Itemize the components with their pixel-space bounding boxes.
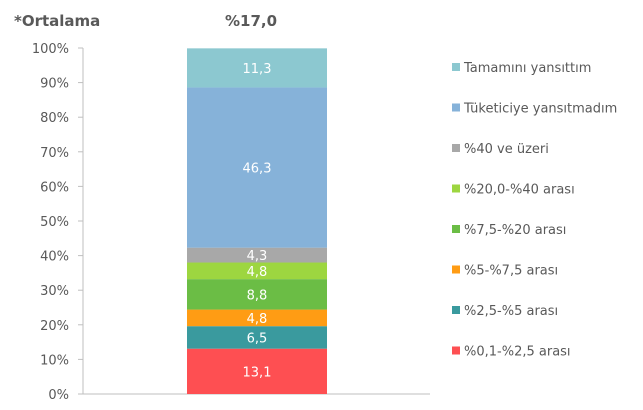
y-tick-label: 40% [40,250,69,265]
data-label: 4,8 [247,265,268,280]
legend-entry: Tamamını yansıttım [463,61,591,76]
bar-segment [187,87,327,248]
legend-swatch [452,306,460,314]
legend-swatch [452,346,460,355]
data-label: 11,3 [243,62,272,77]
bar-segment [187,48,327,88]
bar-segment [187,262,327,280]
bar-segment [187,247,327,263]
legend-entry: Tüketiciye yansıtmadım [463,102,617,117]
bar-segment [187,309,327,327]
data-label: 46,3 [243,162,272,177]
data-label: 13,1 [243,365,272,380]
average-value: %17,0 [225,12,278,30]
data-label: 4,3 [247,249,268,264]
y-tick-label: 60% [40,180,69,195]
y-tick-label: 20% [40,319,69,334]
data-label: 8,8 [247,288,268,303]
legend-swatch [452,144,460,152]
legend-entry: %20,0-%40 arası [464,183,575,198]
y-tick-label: 30% [40,284,69,299]
y-tick-label: 100% [32,42,69,57]
legend-swatch [452,63,460,71]
legend-entry: %5-%7,5 arası [464,264,558,279]
legend-entry: %2,5-%5 arası [464,304,558,319]
legend-entry: %40 ve üzeri [464,142,549,157]
y-tick-label: 90% [40,77,69,92]
y-tick-label: 10% [40,353,69,368]
legend-swatch [452,184,460,193]
average-label: *Ortalama [14,12,101,30]
bar-segment [187,279,327,310]
legend-swatch [452,103,460,112]
y-tick-label: 70% [40,146,69,161]
bar-segment [187,326,327,349]
y-tick-label: 0% [48,388,69,403]
legend-swatch [452,265,460,274]
legend-entry: %0,1-%2,5 arası [464,345,571,360]
data-label: 6,5 [247,331,268,346]
legend-swatch [452,225,460,233]
y-tick-label: 80% [40,111,69,126]
y-tick-label: 50% [40,215,69,230]
legend-entry: %7,5-%20 arası [464,223,566,238]
data-label: 4,8 [247,312,268,327]
bar-segment [187,348,327,394]
